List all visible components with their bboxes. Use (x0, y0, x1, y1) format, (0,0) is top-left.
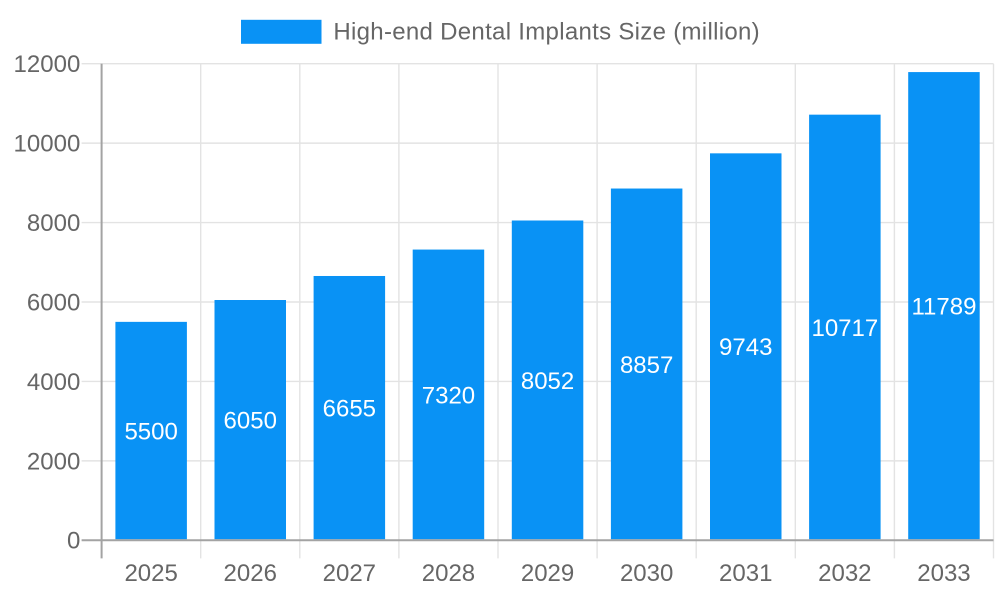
svg-text:10717: 10717 (811, 315, 878, 342)
svg-text:2028: 2028 (422, 560, 475, 587)
svg-text:High-end Dental Implants Size: High-end Dental Implants Size (million) (333, 19, 760, 46)
svg-text:8857: 8857 (620, 352, 673, 379)
svg-text:2031: 2031 (719, 560, 772, 587)
svg-text:2026: 2026 (224, 560, 277, 587)
svg-text:6655: 6655 (323, 396, 376, 423)
svg-text:11789: 11789 (911, 294, 976, 321)
svg-text:6000: 6000 (27, 289, 80, 316)
svg-text:2025: 2025 (124, 560, 177, 587)
svg-text:2030: 2030 (620, 560, 673, 587)
svg-text:12000: 12000 (14, 51, 81, 78)
svg-text:8052: 8052 (521, 368, 574, 395)
svg-text:8000: 8000 (27, 210, 80, 237)
svg-text:5500: 5500 (124, 418, 177, 445)
svg-text:2000: 2000 (27, 448, 80, 475)
svg-text:4000: 4000 (27, 369, 80, 396)
svg-text:0: 0 (67, 528, 80, 555)
svg-text:2029: 2029 (521, 560, 574, 587)
svg-text:10000: 10000 (14, 131, 81, 158)
svg-text:2032: 2032 (818, 560, 871, 587)
svg-text:2033: 2033 (917, 560, 970, 587)
svg-text:6050: 6050 (224, 408, 277, 435)
svg-text:2027: 2027 (323, 560, 376, 587)
svg-text:7320: 7320 (422, 382, 475, 409)
svg-text:9743: 9743 (719, 334, 772, 361)
